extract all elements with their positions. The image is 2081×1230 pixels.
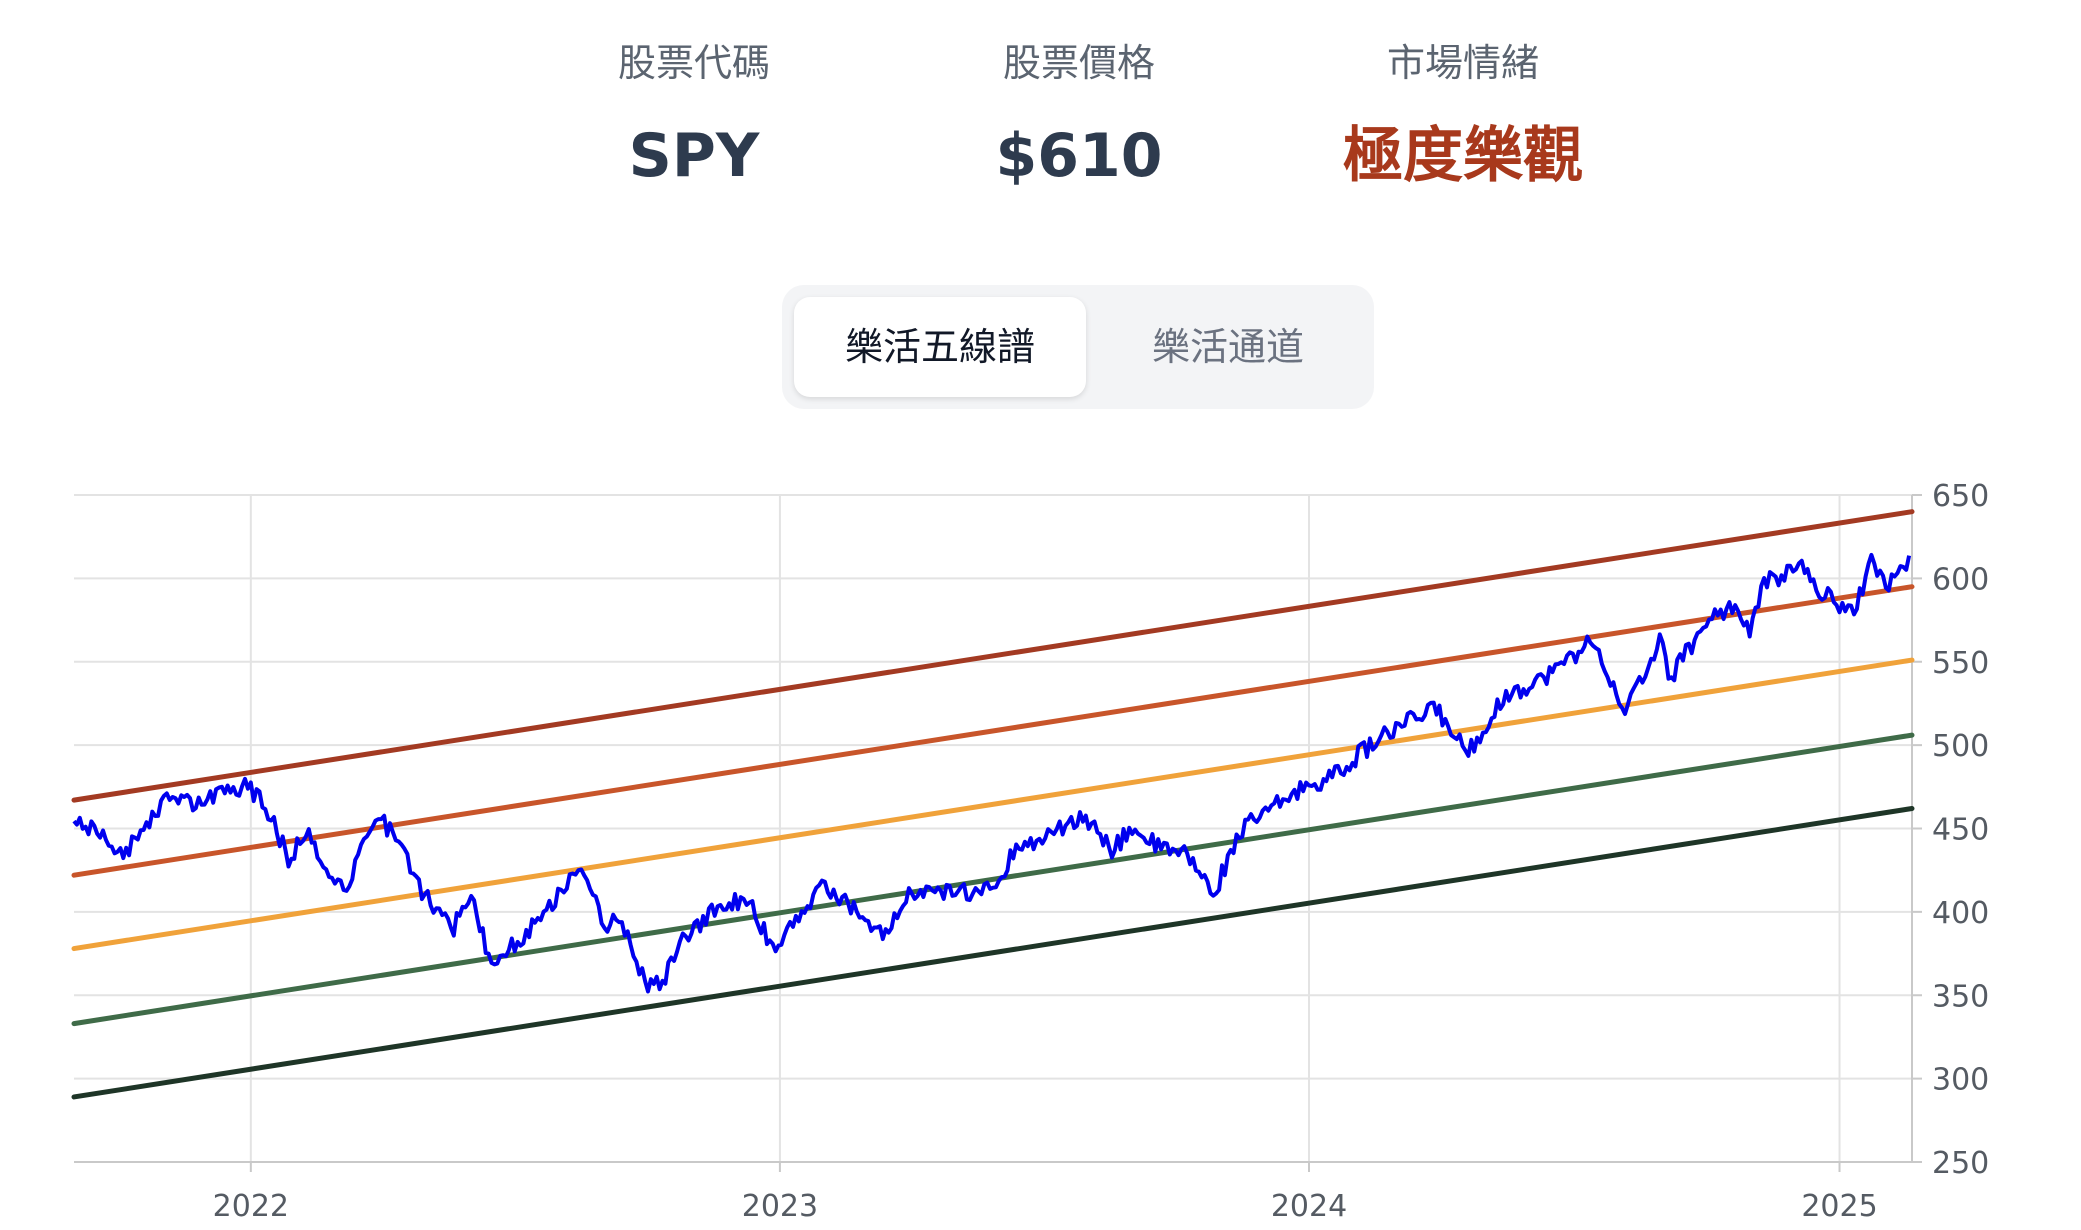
y-tick-label: 400 [1932, 896, 1989, 931]
price-label: 股票價格 [1002, 41, 1155, 85]
band-line-5 [71, 805, 1915, 1100]
band-line-2 [71, 584, 1915, 878]
tab-channel[interactable]: 樂活通道 [1151, 325, 1304, 369]
stat-ticker: 股票代碼 SPY [544, 38, 844, 196]
band-line-4 [71, 732, 1915, 1027]
sentiment-value: 極度樂觀 [1343, 121, 1583, 191]
stats-row: 股票代碼 SPY 股票價格 $610 市場情緒 極度樂觀 [0, 38, 2081, 198]
x-tick-label: 2023 [742, 1189, 818, 1224]
sentiment-label: 市場情緒 [1386, 41, 1539, 85]
y-tick-label: 250 [1932, 1146, 1989, 1181]
x-tick-label: 2022 [213, 1189, 289, 1224]
x-tick-label: 2024 [1271, 1189, 1347, 1224]
ticker-value: SPY [628, 121, 760, 191]
ticker-label: 股票代碼 [617, 41, 770, 85]
y-tick-label: 350 [1932, 979, 1989, 1014]
y-tick-label: 550 [1932, 646, 1989, 681]
y-tick-label: 450 [1932, 813, 1989, 848]
y-tick-label: 600 [1932, 562, 1989, 597]
band-line-1 [71, 509, 1915, 803]
price-value: $610 [995, 121, 1163, 191]
y-tick-label: 300 [1932, 1063, 1989, 1098]
stat-price: 股票價格 $610 [929, 38, 1229, 196]
x-tick-label: 2025 [1801, 1189, 1877, 1224]
view-toggle: 樂活五線譜 樂活通道 [782, 285, 1374, 409]
tab-five-lines[interactable]: 樂活五線譜 [794, 297, 1086, 397]
band-line-3 [71, 657, 1915, 952]
y-tick-label: 650 [1932, 479, 1989, 514]
stat-sentiment: 市場情緒 極度樂觀 [1313, 38, 1613, 196]
y-tick-label: 500 [1932, 729, 1989, 764]
price-series-line [72, 552, 1912, 994]
